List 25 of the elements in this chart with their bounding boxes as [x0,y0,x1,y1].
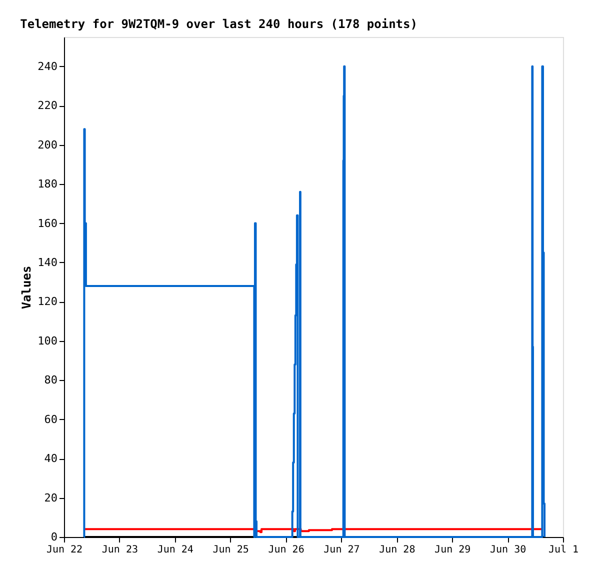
x-tick-label: Jun 29 [434,544,471,556]
y-tick-label: 100 [38,334,58,348]
y-tick-label: 180 [38,178,58,191]
y-tick-label: 160 [38,216,58,230]
x-tick-label: Jun 24 [157,544,194,556]
y-tick-label: 140 [38,256,58,269]
y-tick-label: 60 [44,412,58,426]
x-tick-label: Jun 30 [490,544,526,556]
y-axis-title: Values [20,266,34,310]
x-tick-label: Jun 26 [268,544,304,556]
chart-title: Telemetry for 9W2TQM-9 over last 240 hours (178 points) [20,17,418,31]
y-tick-label: 220 [38,99,58,112]
x-tick-label: Jun 23 [102,544,138,556]
y-tick-label: 120 [38,295,58,308]
x-tick-label: Jun 22 [46,544,83,556]
x-tick-label: Jun 27 [324,544,360,556]
y-tick-label: 20 [44,491,58,504]
x-tick-label: Jun 25 [212,544,249,556]
y-tick-label: 80 [44,374,58,387]
x-tick-label: Jun 28 [379,544,416,556]
y-tick-label: 200 [38,138,58,152]
y-tick-label: 240 [38,60,58,73]
y-tick-label: 0 [50,530,58,544]
x-tick-label: Jul 1 [548,544,579,556]
y-tick-label: 40 [44,452,58,466]
